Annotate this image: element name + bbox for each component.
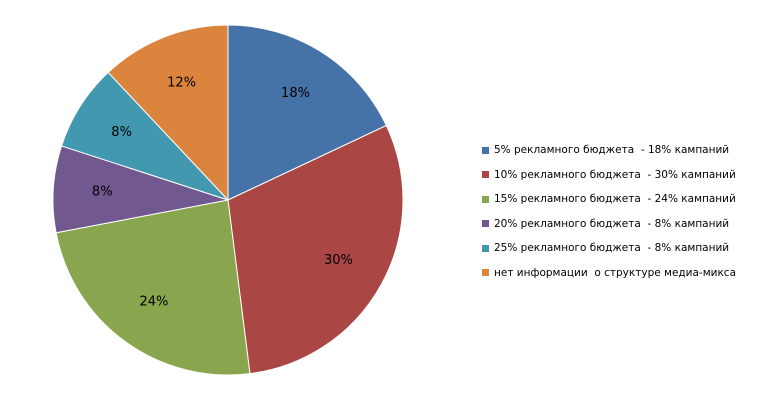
legend-swatch — [482, 146, 489, 154]
legend-label: 10% рекламного бюджета - 30% кампаний — [494, 168, 736, 181]
legend-item: 10% рекламного бюджета - 30% кампаний — [482, 163, 772, 188]
pie-slice — [227, 24, 388, 201]
legend-label: 5% рекламного бюджета - 18% кампаний — [494, 144, 730, 157]
pie-slice — [55, 199, 251, 376]
legend-item: 20% рекламного бюджета - 8% кампаний — [482, 212, 772, 237]
pie-data-label: 18% — [281, 86, 310, 101]
pie-data-labels: 18% 30% 24% 8% 8% 12% — [92, 75, 353, 309]
legend-label: 25% рекламного бюджета - 8% кампаний — [494, 242, 730, 255]
legend-label: 20% рекламного бюджета - 8% кампаний — [494, 217, 730, 230]
pie-slice — [227, 124, 404, 375]
legend-swatch — [482, 171, 489, 179]
legend-swatch — [482, 220, 489, 228]
legend-swatch — [482, 244, 489, 252]
pie-data-label: 30% — [324, 253, 353, 268]
pie-slices — [52, 24, 404, 376]
legend-item: нет информации о структуре медиа-микса — [482, 261, 772, 286]
pie-data-label: 12% — [167, 75, 196, 90]
legend-label: 15% рекламного бюджета - 24% кампаний — [494, 193, 736, 206]
legend: 5% рекламного бюджета - 18% кампаний 10% … — [482, 138, 772, 285]
legend-label: нет информации о структуре медиа-микса — [494, 266, 737, 279]
pie-data-label: 24% — [139, 294, 168, 309]
legend-item: 25% рекламного бюджета - 8% кампаний — [482, 236, 772, 261]
legend-swatch — [482, 195, 489, 203]
pie-data-label: 8% — [111, 125, 132, 140]
legend-swatch — [482, 269, 489, 277]
legend-item: 5% рекламного бюджета - 18% кампаний — [482, 138, 772, 163]
pie-data-label: 8% — [92, 185, 113, 200]
legend-item: 15% рекламного бюджета - 24% кампаний — [482, 187, 772, 212]
pie-slice — [107, 24, 229, 202]
